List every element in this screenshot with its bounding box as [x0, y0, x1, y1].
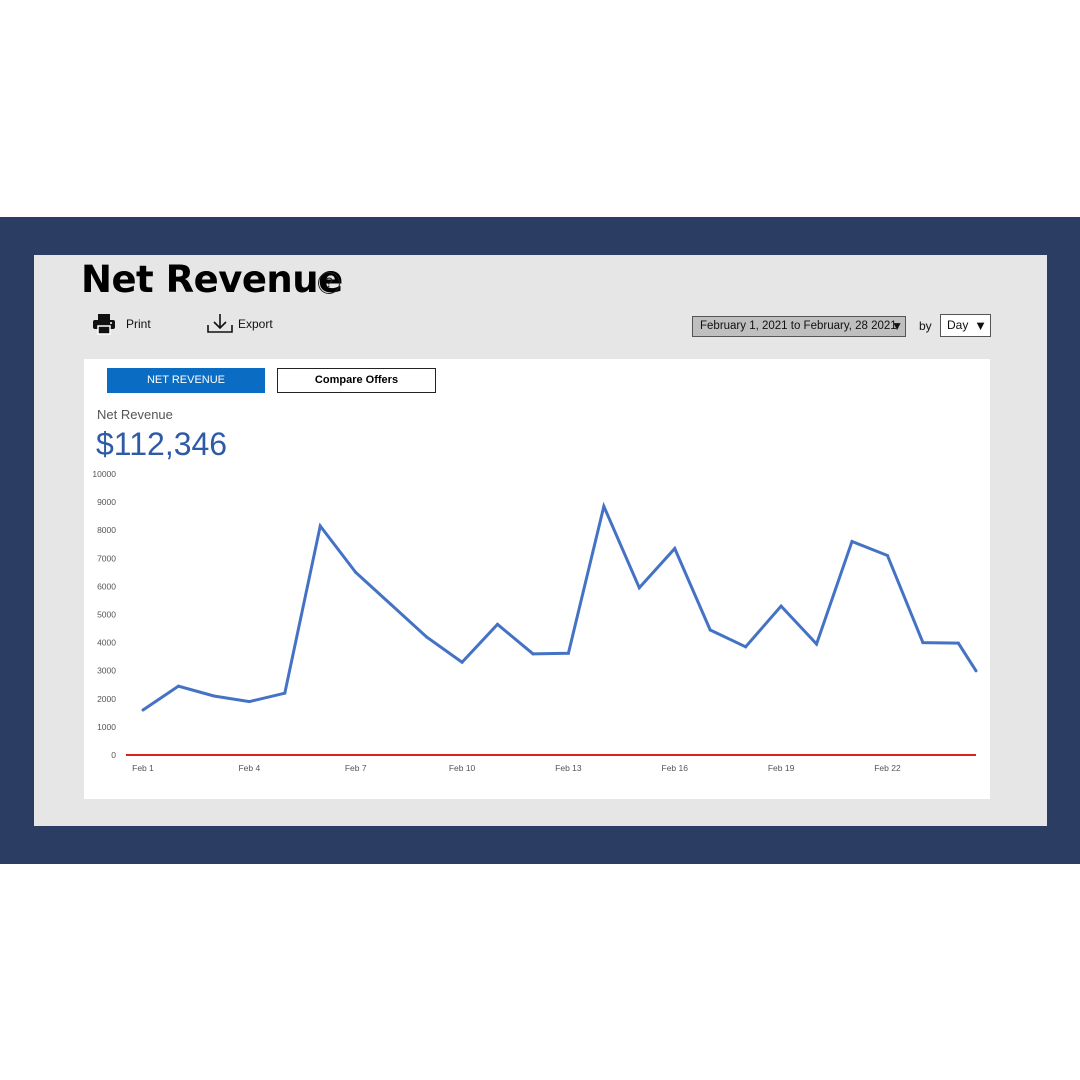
export-label: Export — [238, 317, 273, 331]
chart-card: NET REVENUE Compare Offers Net Revenue $… — [84, 359, 990, 799]
y-tick-label: 2000 — [97, 694, 116, 704]
x-tick-label: Feb 19 — [768, 763, 795, 773]
data-point — [247, 700, 251, 704]
y-tick-label: 9000 — [97, 497, 116, 507]
date-range-select[interactable]: February 1, 2021 to February, 28 2021 ▼ — [692, 316, 906, 337]
y-tick-label: 0 — [111, 750, 116, 760]
print-button[interactable]: Print — [92, 313, 151, 335]
metric-value: $112,346 — [96, 426, 228, 462]
y-tick-label: 7000 — [97, 553, 116, 563]
data-point — [176, 684, 180, 688]
download-icon — [207, 314, 233, 333]
data-point — [708, 628, 712, 632]
print-label: Print — [126, 317, 151, 331]
x-tick-label: Feb 16 — [662, 763, 689, 773]
data-point — [637, 586, 641, 590]
x-tick-label: Feb 13 — [555, 763, 582, 773]
y-tick-label: 5000 — [97, 610, 116, 620]
date-range-value: February 1, 2021 to February, 28 2021 — [700, 320, 897, 332]
dashboard-frame: Net Revenue ? Print Export February 1, 2… — [0, 217, 1080, 864]
data-point — [141, 708, 145, 712]
x-tick-label: Feb 10 — [449, 763, 476, 773]
data-point — [389, 603, 393, 607]
export-button[interactable]: Export — [206, 313, 273, 335]
net-revenue-series-line — [142, 501, 978, 712]
printer-icon — [93, 314, 115, 335]
chevron-down-icon: ▼ — [974, 318, 987, 333]
data-point — [566, 651, 570, 655]
metric-label: Net Revenue — [97, 407, 173, 422]
y-tick-label: 1000 — [97, 722, 116, 732]
data-point — [460, 660, 464, 664]
page-title: Net Revenue — [81, 258, 343, 301]
period-select[interactable]: Day ▼ — [940, 314, 991, 337]
data-point — [673, 546, 677, 550]
net-revenue-line-chart: 0 1000 2000 3000 4000 5000 6000 7000 8000 9000 100… — [92, 469, 978, 773]
data-point — [496, 622, 499, 626]
report-panel: Net Revenue ? Print Export February 1, 2… — [34, 255, 1047, 826]
data-point — [212, 694, 216, 698]
chevron-down-icon: ▼ — [891, 319, 903, 333]
data-point — [425, 635, 429, 639]
y-tick-label: 4000 — [97, 638, 116, 648]
data-point — [956, 641, 960, 645]
data-point — [744, 645, 748, 649]
data-point — [354, 570, 358, 574]
data-point — [850, 539, 854, 543]
data-point — [602, 504, 606, 508]
data-point — [779, 604, 783, 608]
period-value: Day — [947, 318, 969, 332]
y-tick-label: 10000 — [92, 469, 116, 479]
question-circle-icon[interactable]: ? — [318, 272, 340, 294]
tab-compare-offers[interactable]: Compare Offers — [277, 368, 436, 393]
data-point — [531, 652, 535, 656]
data-point — [974, 669, 978, 673]
data-point — [921, 641, 925, 645]
x-tick-label: Feb 1 — [132, 763, 154, 773]
by-label: by — [919, 319, 932, 333]
tab-net-revenue[interactable]: NET REVENUE — [107, 368, 265, 393]
x-tick-label: Feb 4 — [238, 763, 260, 773]
data-point — [885, 553, 889, 557]
y-tick-label: 6000 — [97, 581, 116, 591]
y-tick-label: 3000 — [97, 666, 116, 676]
data-point — [318, 524, 322, 528]
data-point — [815, 642, 819, 646]
y-tick-label: 8000 — [97, 525, 116, 535]
data-point — [283, 691, 287, 695]
x-tick-label: Feb 7 — [345, 763, 367, 773]
x-tick-label: Feb 22 — [874, 763, 901, 773]
